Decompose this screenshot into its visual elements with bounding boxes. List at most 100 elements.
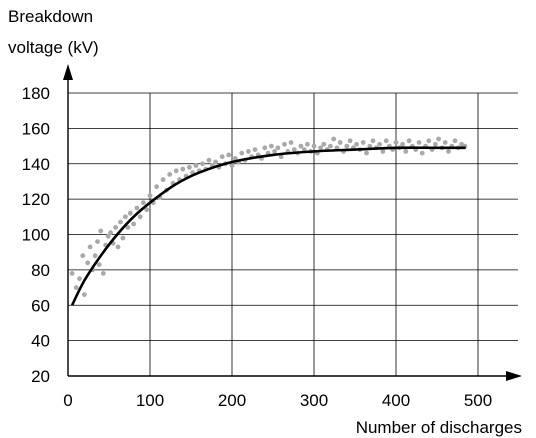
data-point-18 <box>115 244 121 250</box>
data-point-51 <box>219 154 225 160</box>
data-point-120 <box>446 149 451 154</box>
data-point-45 <box>200 161 205 167</box>
data-point-49 <box>213 159 219 165</box>
data-point-73 <box>291 147 297 153</box>
data-point-6 <box>87 244 93 250</box>
data-point-89 <box>344 143 350 149</box>
data-point-39 <box>180 166 186 172</box>
data-point-35 <box>167 172 173 177</box>
data-point-19 <box>118 219 123 225</box>
data-point-41 <box>187 164 192 170</box>
data-points <box>69 136 468 297</box>
y-tick-label-4: 100 <box>22 226 50 245</box>
x-axis-label: Number of discharges <box>356 418 522 437</box>
data-point-17 <box>113 225 118 230</box>
data-point-97 <box>370 138 376 144</box>
y-axis-arrow <box>63 64 73 80</box>
data-point-106 <box>400 141 405 147</box>
data-point-20 <box>120 235 126 241</box>
data-point-79 <box>311 143 317 149</box>
data-point-122 <box>452 138 458 144</box>
data-point-61 <box>252 147 258 153</box>
y-axis-label-line1: Breakdown <box>8 7 93 26</box>
data-point-68 <box>275 145 281 151</box>
data-point-22 <box>125 225 131 230</box>
data-point-84 <box>328 143 333 149</box>
data-point-28 <box>144 207 150 213</box>
data-point-75 <box>298 143 304 149</box>
data-point-8 <box>92 253 98 259</box>
data-point-59 <box>246 149 251 154</box>
y-tick-label-5: 120 <box>22 190 50 209</box>
data-point-112 <box>419 150 425 156</box>
data-point-47 <box>206 157 212 163</box>
data-point-26 <box>137 214 143 220</box>
data-point-31 <box>154 184 160 190</box>
data-point-54 <box>229 163 235 168</box>
y-tick-label-8: 180 <box>22 84 50 103</box>
data-point-108 <box>406 138 412 144</box>
data-point-21 <box>123 214 128 220</box>
data-point-85 <box>331 136 337 142</box>
x-tick-label-1: 100 <box>136 391 164 410</box>
x-tick-label-4: 400 <box>382 391 410 410</box>
data-point-25 <box>134 205 140 211</box>
x-tick-label-3: 300 <box>300 391 328 410</box>
data-point-100 <box>380 149 386 154</box>
data-point-114 <box>426 138 432 144</box>
data-point-82 <box>321 141 327 147</box>
x-axis-arrow <box>506 371 522 381</box>
data-point-53 <box>226 152 232 158</box>
axes <box>63 64 522 381</box>
data-point-55 <box>232 156 238 161</box>
data-point-77 <box>305 141 310 147</box>
data-point-101 <box>383 138 389 144</box>
data-point-10 <box>96 262 102 267</box>
data-point-43 <box>193 163 199 168</box>
fit-curve <box>70 146 466 306</box>
data-point-37 <box>173 168 179 174</box>
data-point-94 <box>360 140 366 145</box>
y-axis-label-line2: voltage (kV) <box>8 38 99 57</box>
data-point-33 <box>160 177 166 183</box>
data-point-90 <box>347 138 353 144</box>
y-tick-label-7: 160 <box>22 119 50 138</box>
data-point-0 <box>69 271 75 276</box>
data-point-96 <box>367 143 373 149</box>
data-point-14 <box>105 233 111 239</box>
data-point-70 <box>282 141 287 147</box>
y-tick-label-1: 40 <box>31 332 50 351</box>
fit-curve-group <box>70 146 466 306</box>
data-point-99 <box>377 141 382 147</box>
data-point-23 <box>127 210 133 216</box>
y-tick-label-3: 80 <box>31 261 50 280</box>
data-point-15 <box>108 230 113 236</box>
data-point-57 <box>239 150 245 156</box>
data-point-4 <box>82 292 87 297</box>
data-point-95 <box>364 150 369 156</box>
data-point-9 <box>95 239 100 245</box>
tick-labels: 0 100 200 300 400 500 20 40 60 80 100 120 140 160 180 <box>22 84 493 410</box>
data-point-92 <box>354 141 359 147</box>
data-point-117 <box>436 136 441 142</box>
data-point-2 <box>77 276 82 282</box>
data-point-107 <box>403 149 409 154</box>
data-point-29 <box>147 193 153 199</box>
data-point-81 <box>318 145 323 151</box>
data-point-116 <box>433 141 438 147</box>
data-point-66 <box>269 143 274 149</box>
data-point-64 <box>262 145 268 151</box>
data-point-3 <box>80 253 86 259</box>
grid <box>68 92 518 376</box>
data-point-119 <box>442 140 448 145</box>
x-tick-label-0: 0 <box>63 391 72 410</box>
data-point-67 <box>272 149 277 154</box>
data-point-111 <box>416 140 422 145</box>
y-tick-label-6: 140 <box>22 155 50 174</box>
data-point-1 <box>73 285 79 290</box>
data-point-24 <box>131 221 137 227</box>
data-point-5 <box>85 260 91 266</box>
data-point-87 <box>337 140 343 145</box>
x-tick-label-2: 200 <box>218 391 246 410</box>
